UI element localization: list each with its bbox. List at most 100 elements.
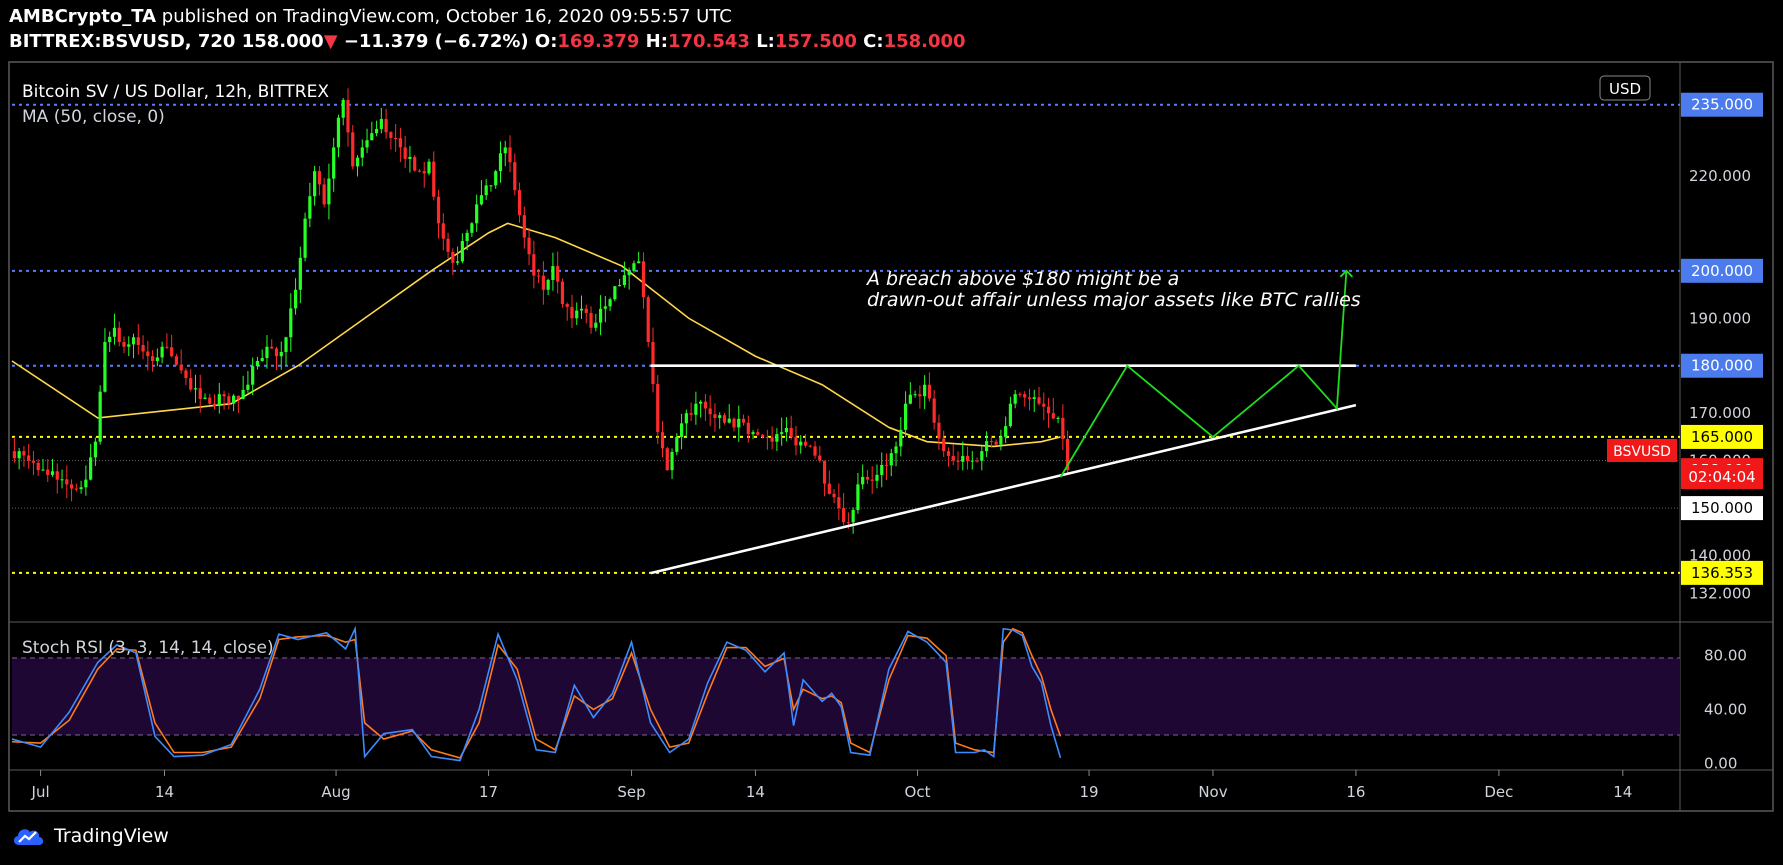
ma-legend: MA (50, close, 0) (22, 107, 165, 127)
candle-body (284, 337, 288, 353)
candle-body (131, 337, 136, 345)
support-trendline[interactable] (650, 403, 1357, 575)
time-axis-ticks: Jul 14 Aug 17 Sep 14 Oct 19 Nov 16 Dec 14 (31, 770, 1632, 801)
candle-body (1046, 406, 1051, 414)
candle-body (513, 162, 517, 191)
candle-body (732, 418, 736, 428)
candle-body (984, 441, 989, 452)
candle-body (208, 397, 212, 404)
candle-body (846, 522, 850, 524)
candle-body (12, 451, 16, 459)
low-label: L: (756, 31, 775, 52)
publisher-name[interactable]: AMBCrypto_TA (9, 6, 157, 27)
candle-body (818, 455, 822, 461)
candle-body (27, 455, 31, 461)
candle-body (313, 171, 317, 197)
candle-body (1004, 426, 1008, 437)
candle-body (646, 297, 650, 342)
candle-body (165, 346, 169, 348)
candle-body (103, 342, 107, 392)
time-tick-label: 19 (1080, 783, 1099, 801)
candle-body (799, 441, 803, 446)
candle-body (170, 347, 174, 357)
candle-body (775, 434, 779, 442)
candle-body (212, 403, 217, 407)
candle-body (394, 137, 398, 139)
candle-body (355, 157, 360, 167)
candle-body (417, 170, 422, 172)
candle-body (136, 337, 140, 345)
candle-body (927, 384, 931, 399)
candle-body (227, 396, 231, 404)
candle-body (913, 394, 917, 396)
stoch-axis-ticks: 80.00 40.00 0.00 (1704, 647, 1747, 773)
candle-body (618, 285, 622, 287)
level-tag-label: 136.353 (1691, 564, 1753, 582)
close-label: C: (863, 31, 884, 52)
candle-body (379, 118, 383, 129)
candle-body (970, 460, 974, 462)
candle-body (770, 437, 774, 442)
candle-body (689, 413, 693, 415)
candle-body (942, 438, 946, 452)
candle-body (193, 388, 198, 390)
currency-button[interactable] (1599, 75, 1651, 101)
candle-body (589, 312, 593, 328)
trendline-layer[interactable] (650, 269, 1357, 575)
level-tag-label: 150.000 (1691, 499, 1753, 517)
candle-body (684, 413, 688, 424)
candle-body (884, 464, 889, 466)
candle-body (274, 348, 279, 357)
candle-body (260, 358, 264, 361)
countdown-label: 02:04:04 (1688, 468, 1755, 486)
candle-body (298, 257, 302, 290)
candle-body (122, 342, 126, 347)
candle-body (527, 237, 531, 255)
candle-body (322, 184, 326, 205)
level-tag-label: 180.000 (1691, 357, 1753, 375)
level-tag (1681, 424, 1763, 449)
candle-body (579, 308, 584, 311)
tradingview-logo[interactable]: TradingView (10, 824, 169, 848)
currency-button-label[interactable]: USD (1609, 80, 1641, 98)
high-value: 170.543 (667, 31, 750, 52)
tradingview-cloud-icon (13, 829, 44, 845)
annotation-line-1: A breach above $180 might be a (865, 268, 1179, 290)
candle-body (189, 378, 193, 390)
candle-body (332, 147, 336, 179)
candle-body (1032, 397, 1036, 399)
candle-body (413, 156, 417, 171)
candle-body (279, 352, 283, 357)
candle-body (360, 147, 364, 158)
chart-legend-title: Bitcoin SV / US Dollar, 12h, BITTREX (22, 82, 329, 102)
candle-body (870, 479, 874, 481)
candle-body (65, 479, 69, 485)
candle-body (980, 451, 984, 461)
candle-body (918, 394, 922, 397)
candle-body (1013, 394, 1017, 404)
time-tick-label: Aug (321, 783, 350, 801)
candle-body (603, 306, 607, 309)
candle-body (432, 161, 436, 197)
time-tick-label: Oct (905, 783, 931, 801)
close-value: 158.000 (883, 31, 966, 52)
ohlc-line: BITTREX:BSVUSD, 720 158.000▼ −11.379 (−6… (9, 31, 966, 52)
level-tag (1681, 560, 1763, 585)
open-value: 169.379 (557, 31, 640, 52)
candle-body (1008, 403, 1013, 427)
candle-body (441, 223, 445, 239)
price-tick-label: 220.000 (1689, 167, 1751, 185)
price-tick-label: 140.000 (1689, 547, 1751, 565)
candle-body (594, 322, 598, 328)
candle-body (494, 171, 498, 186)
candle-body (842, 508, 846, 523)
chart-header: AMBCrypto_TA published on TradingView.co… (0, 0, 1783, 62)
published-text: published on TradingView.com, October 16… (161, 6, 732, 27)
candle-body (55, 471, 59, 480)
candlestick-series (12, 88, 1070, 534)
high-label: H: (645, 31, 668, 52)
candle-body (146, 351, 150, 357)
candle-body (651, 342, 655, 385)
time-tick-label: Nov (1198, 783, 1227, 801)
